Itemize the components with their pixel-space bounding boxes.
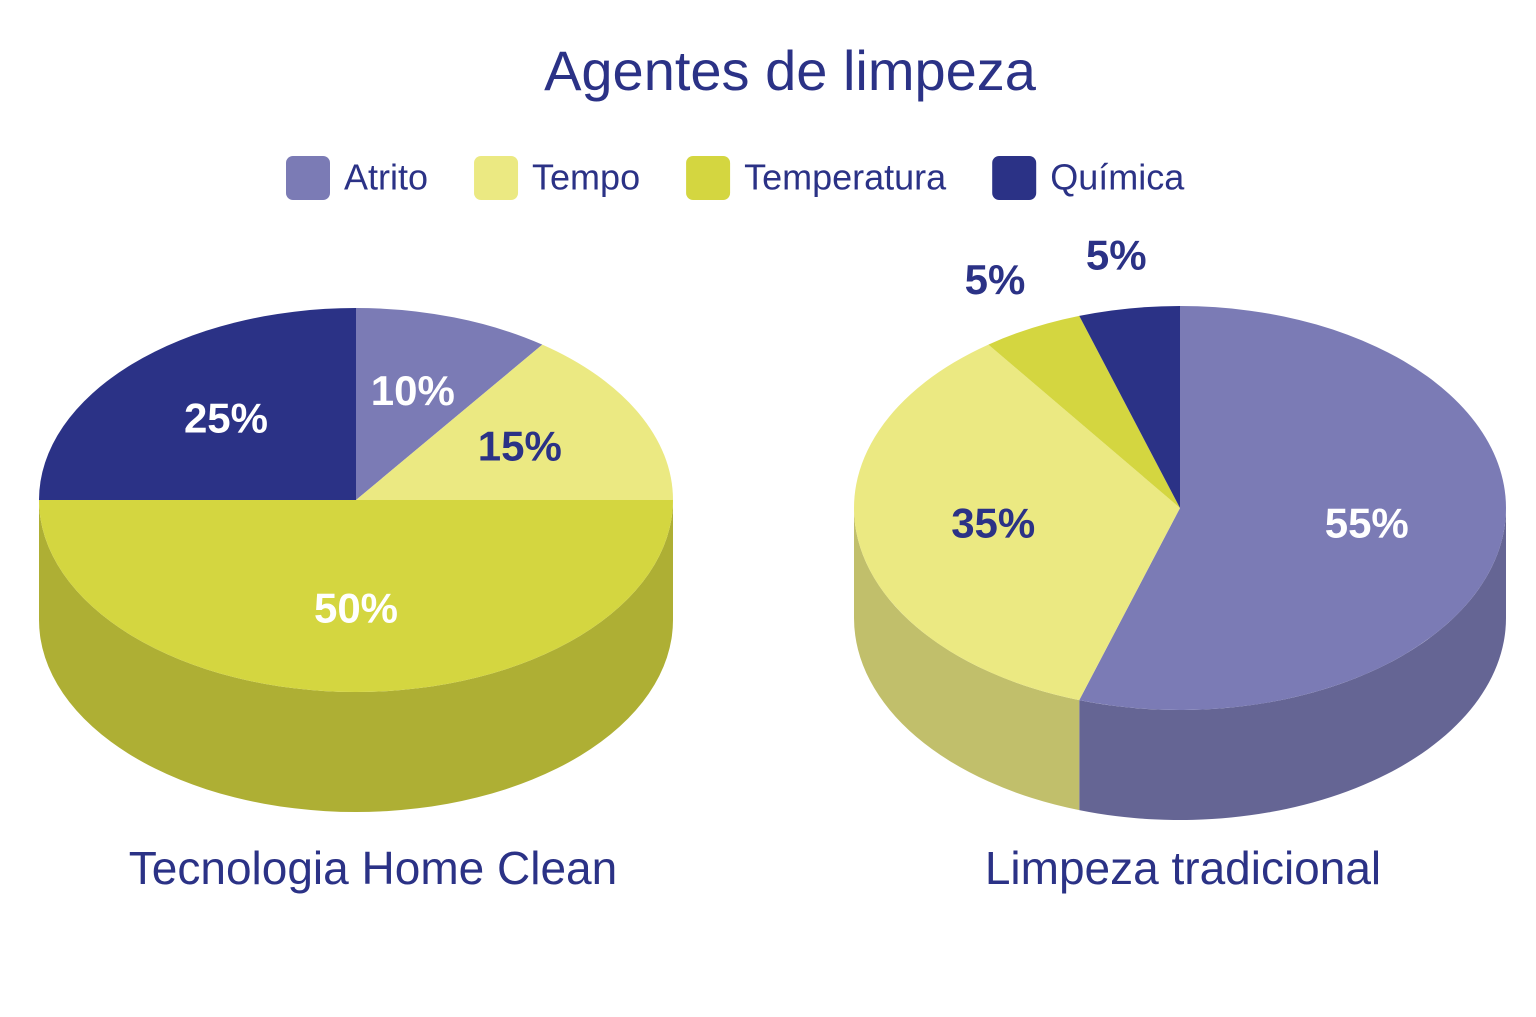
data-label: 25% — [184, 394, 268, 441]
legend-swatch — [286, 156, 330, 200]
legend-label: Tempo — [532, 157, 640, 198]
pie-title: Tecnologia Home Clean — [129, 842, 617, 894]
legend-swatch — [474, 156, 519, 200]
slice — [356, 308, 543, 500]
data-label: 5% — [1086, 232, 1147, 279]
legend-swatch — [992, 156, 1037, 200]
slice — [988, 315, 1180, 508]
data-label: 35% — [951, 499, 1035, 546]
data-label: 10% — [371, 367, 455, 414]
data-label: 55% — [1325, 499, 1409, 546]
slice — [1079, 306, 1180, 508]
data-label: 50% — [314, 584, 398, 631]
legend-label: Atrito — [344, 157, 428, 198]
legend-label: Química — [1050, 157, 1185, 198]
data-label: 15% — [478, 423, 562, 470]
pie-title: Limpeza tradicional — [985, 842, 1381, 894]
slice — [854, 344, 1180, 701]
slice — [39, 308, 356, 500]
legend-swatch — [686, 156, 731, 200]
chart-title: Agentes de limpeza — [544, 39, 1037, 102]
slice-side — [1079, 508, 1506, 820]
slice — [1079, 306, 1507, 710]
slice-side — [854, 508, 1080, 811]
data-label: 5% — [965, 256, 1026, 303]
slice-side — [39, 500, 673, 812]
slice — [356, 344, 673, 500]
slice — [39, 500, 673, 692]
legend-label: Temperatura — [744, 157, 947, 198]
